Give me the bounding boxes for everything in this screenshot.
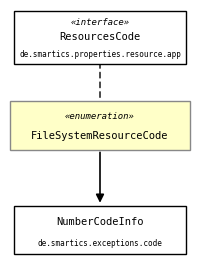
Text: de.smartics.exceptions.code: de.smartics.exceptions.code <box>38 239 162 248</box>
Text: ResourcesCode: ResourcesCode <box>59 32 141 42</box>
Text: NumberCodeInfo: NumberCodeInfo <box>56 217 144 227</box>
Text: «interface»: «interface» <box>70 18 130 27</box>
FancyBboxPatch shape <box>14 11 186 64</box>
FancyBboxPatch shape <box>14 206 186 254</box>
Text: de.smartics.properties.resource.app: de.smartics.properties.resource.app <box>19 50 181 59</box>
FancyBboxPatch shape <box>10 101 190 150</box>
Text: «enumeration»: «enumeration» <box>65 112 135 121</box>
Text: FileSystemResourceCode: FileSystemResourceCode <box>31 131 169 141</box>
